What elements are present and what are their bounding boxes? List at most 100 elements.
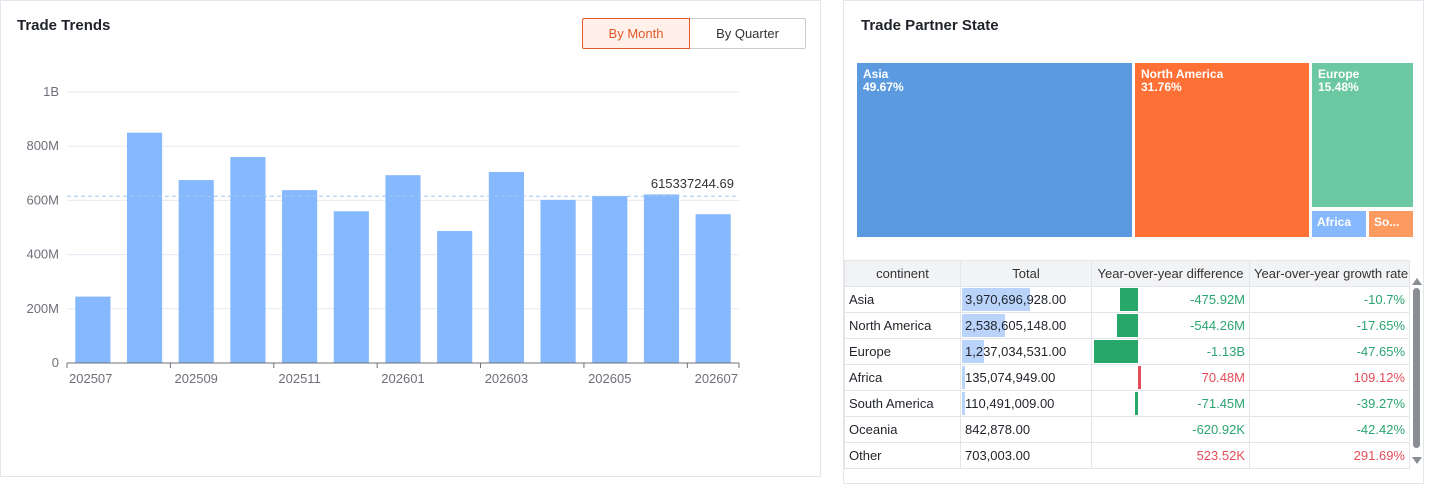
- period-toggle: By Month By Quarter: [582, 18, 806, 49]
- treemap-cell-asia[interactable]: Asia 49.67%: [857, 63, 1132, 237]
- by-month-button[interactable]: By Month: [582, 18, 690, 49]
- table-row[interactable]: Asia 3,970,696,928.00 -475.92M -10.7%: [844, 286, 1410, 313]
- difference-data-bar: [1094, 340, 1138, 363]
- scroll-up-arrow-icon[interactable]: [1412, 278, 1422, 285]
- cell-total: 110,491,009.00: [960, 390, 1092, 417]
- cell-total: 135,074,949.00: [960, 364, 1092, 391]
- total-value: 135,074,949.00: [965, 370, 1056, 385]
- total-data-bar: [962, 392, 965, 415]
- cell-yoy-growth-rate: -47.65%: [1249, 338, 1410, 365]
- cell-yoy-difference: -544.26M: [1091, 312, 1250, 339]
- cell-continent: Other: [844, 442, 961, 469]
- cell-yoy-growth-rate: -10.7%: [1249, 286, 1410, 313]
- cell-yoy-growth-rate: 109.12%: [1249, 364, 1410, 391]
- column-header-continent[interactable]: continent: [844, 260, 961, 287]
- bar[interactable]: [592, 196, 628, 363]
- table-header-row: continent Total Year-over-year differenc…: [844, 260, 1410, 287]
- difference-value: -1.13B: [1206, 344, 1245, 359]
- treemap-pct: 49.67%: [863, 80, 904, 94]
- bar[interactable]: [540, 199, 576, 363]
- scroll-thumb[interactable]: [1413, 288, 1420, 448]
- total-data-bar: [962, 366, 965, 389]
- bar[interactable]: [230, 157, 266, 363]
- x-tick-label: 202511: [278, 371, 320, 386]
- bar[interactable]: [75, 296, 111, 363]
- treemap-pct: 31.76%: [1141, 80, 1182, 94]
- table-row[interactable]: North America 2,538,605,148.00 -544.26M -17…: [844, 312, 1410, 339]
- bar[interactable]: [643, 194, 680, 363]
- total-data-bar: [962, 314, 1006, 337]
- x-tick-label: 202607: [695, 371, 738, 386]
- cell-total: 3,970,696,928.00: [960, 286, 1092, 313]
- column-header-yoy-difference[interactable]: Year-over-year difference: [1091, 260, 1250, 287]
- total-value: 842,878.00: [965, 422, 1031, 437]
- cell-yoy-difference: -620.92K: [1091, 416, 1250, 443]
- cell-total: 1,237,034,531.00: [960, 338, 1092, 365]
- treemap-label: Europe: [1318, 67, 1360, 81]
- column-header-total[interactable]: Total: [960, 260, 1092, 287]
- bar[interactable]: [333, 211, 369, 363]
- bar[interactable]: [178, 180, 214, 363]
- bar[interactable]: [437, 231, 473, 363]
- cell-continent: Africa: [844, 364, 961, 391]
- total-value: 110,491,009.00: [965, 396, 1055, 411]
- difference-value: 523.52K: [1196, 448, 1245, 463]
- x-tick-label: 202605: [588, 371, 631, 386]
- total-data-bar: [962, 340, 984, 363]
- bar[interactable]: [695, 214, 731, 363]
- cell-yoy-difference: -1.13B: [1091, 338, 1250, 365]
- table-scrollbar[interactable]: [1411, 266, 1423, 466]
- table-row[interactable]: Europe 1,237,034,531.00 -1.13B -47.65%: [844, 338, 1410, 365]
- bar[interactable]: [488, 171, 524, 363]
- total-value: 1,237,034,531.00: [965, 344, 1067, 359]
- trade-partner-title: Trade Partner State: [861, 17, 999, 34]
- x-tick-label: 202603: [485, 371, 528, 386]
- by-quarter-button[interactable]: By Quarter: [690, 18, 806, 49]
- table-row[interactable]: South America 110,491,009.00 -71.45M -39.27…: [844, 390, 1410, 417]
- treemap-label: North America: [1141, 67, 1224, 81]
- cell-yoy-growth-rate: -42.42%: [1249, 416, 1410, 443]
- treemap-cell-africa[interactable]: Africa: [1312, 211, 1366, 237]
- total-value: 2,538,605,148.00: [965, 318, 1067, 333]
- cell-yoy-growth-rate: -17.65%: [1249, 312, 1410, 339]
- bar[interactable]: [282, 190, 318, 363]
- difference-value: -475.92M: [1190, 292, 1245, 307]
- treemap-cell-north-america[interactable]: North America 31.76%: [1135, 63, 1309, 237]
- y-tick-label: 400M: [26, 247, 59, 262]
- difference-value: 70.48M: [1201, 370, 1245, 385]
- cell-continent: South America: [844, 390, 961, 417]
- cell-continent: Asia: [844, 286, 961, 313]
- difference-data-bar: [1119, 288, 1138, 311]
- difference-data-bar: [1116, 314, 1138, 337]
- table-row[interactable]: Africa 135,074,949.00 70.48M 109.12%: [844, 364, 1410, 391]
- cell-continent: North America: [844, 312, 961, 339]
- cell-yoy-growth-rate: -39.27%: [1249, 390, 1410, 417]
- cell-yoy-difference: 70.48M: [1091, 364, 1250, 391]
- trade-partner-panel: Trade Partner State Asia 49.67% North Am…: [843, 0, 1424, 484]
- treemap-pct: 15.48%: [1318, 80, 1359, 94]
- treemap-label: Asia: [863, 67, 889, 81]
- total-value: 3,970,696,928.00: [965, 292, 1067, 307]
- y-tick-label: 200M: [26, 301, 59, 316]
- cell-continent: Oceania: [844, 416, 961, 443]
- treemap-cell-south-america[interactable]: So...: [1369, 211, 1413, 237]
- cell-continent: Europe: [844, 338, 961, 365]
- table-row[interactable]: Other 703,003.00 523.52K 291.69%: [844, 442, 1410, 469]
- x-tick-label: 202601: [381, 371, 424, 386]
- y-tick-label: 0: [52, 355, 59, 370]
- difference-value: -620.92K: [1192, 422, 1245, 437]
- x-tick-label: 202507: [69, 371, 112, 386]
- treemap-cell-europe[interactable]: Europe 15.48%: [1312, 63, 1413, 207]
- bar[interactable]: [126, 132, 163, 363]
- y-tick-label: 800M: [26, 138, 59, 153]
- cell-total: 703,003.00: [960, 442, 1092, 469]
- treemap-label: So...: [1374, 215, 1400, 229]
- difference-value: -544.26M: [1190, 318, 1245, 333]
- trade-trends-title: Trade Trends: [17, 17, 111, 34]
- scroll-down-arrow-icon[interactable]: [1412, 457, 1422, 464]
- difference-data-bar: [1135, 392, 1138, 415]
- bar[interactable]: [385, 175, 421, 363]
- table-row[interactable]: Oceania 842,878.00 -620.92K -42.42%: [844, 416, 1410, 443]
- column-header-yoy-growth-rate[interactable]: Year-over-year growth rate: [1249, 260, 1410, 287]
- cell-yoy-difference: 523.52K: [1091, 442, 1250, 469]
